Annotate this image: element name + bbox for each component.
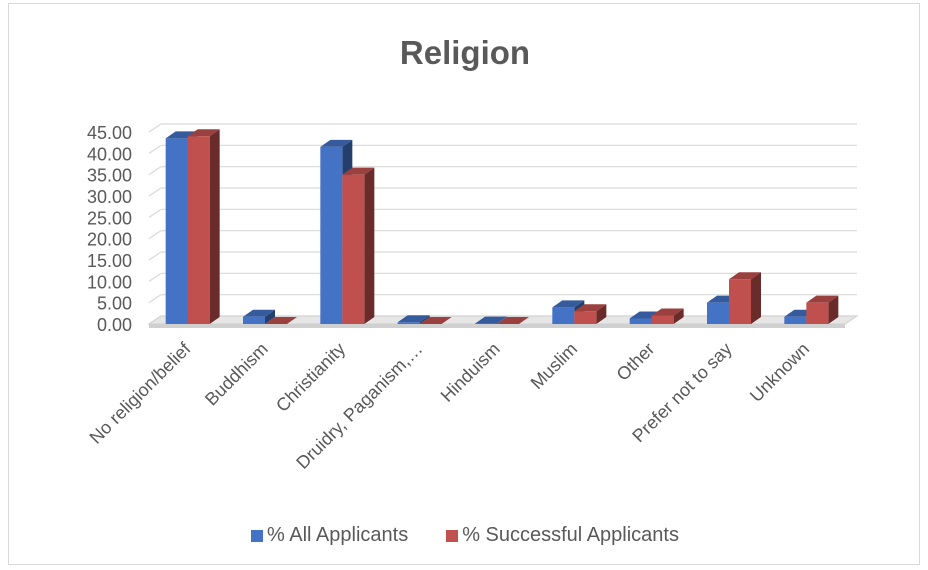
legend-label-all-applicants: % All Applicants	[267, 524, 409, 546]
chart-floor-edge	[149, 324, 845, 328]
bar-prefer-not-to-say-all	[707, 302, 729, 324]
bar-top-hinduism-all	[475, 316, 507, 324]
bar-top-buddhism-successful	[265, 317, 297, 324]
y-tick-label: 20.00	[87, 230, 132, 250]
bar-buddhism-all	[243, 316, 265, 324]
y-tick-label: 15.00	[87, 251, 132, 271]
bar-side-prefer-not-to-say-successful	[751, 272, 761, 324]
y-tick-label: 30.00	[87, 187, 132, 207]
bar-top-no-religion-belief-successful	[187, 129, 220, 137]
legend-swatch-all-applicants	[251, 529, 263, 542]
y-tick-label: 0.00	[97, 315, 132, 335]
bar-side-other-successful	[673, 308, 684, 324]
x-tick-label: Buddhism	[201, 339, 272, 410]
legend-label-successful-applicants: % Successful Applicants	[462, 524, 679, 546]
bar-side-druidry-paganism-all	[419, 315, 430, 324]
bar-top-hinduism-successful	[497, 317, 529, 324]
bar-top-druidry-paganism-successful	[419, 317, 452, 324]
bar-top-christianity-successful	[342, 167, 375, 175]
y-tick-label: 35.00	[87, 166, 132, 186]
bar-top-muslim-all	[552, 300, 585, 308]
legend-item-successful-applicants: % Successful Applicants	[446, 524, 679, 547]
x-tick-label: No religion/belief	[86, 338, 196, 448]
bar-other-successful	[651, 315, 674, 324]
legend-item-all-applicants: % All Applicants	[251, 524, 408, 547]
chart-plot: 0.005.0010.0015.0020.0025.0030.0035.0040…	[86, 123, 859, 473]
bar-christianity-all	[320, 146, 343, 324]
bar-top-prefer-not-to-say-successful	[729, 272, 761, 280]
y-tick-label: 10.00	[87, 272, 132, 292]
chart-area: 0.00 5.00 10.00 15.00 20.00 25.00 30.00 35.00 40…	[8, 3, 920, 565]
gridline-side	[148, 187, 162, 197]
gridline-side	[148, 123, 162, 133]
x-tick-label: Druidry, Paganism,…	[292, 339, 426, 473]
y-tick-label: 25.00	[87, 208, 132, 228]
bar-prefer-not-to-say-successful	[729, 279, 751, 324]
bar-muslim-all	[552, 307, 575, 324]
bar-no-religion-belief-all	[165, 138, 188, 324]
bar-top-druidry-paganism-all	[397, 315, 430, 323]
bar-side-unknown-successful	[828, 295, 839, 324]
bar-other-all	[629, 318, 652, 324]
bar-no-religion-belief-successful	[187, 136, 210, 324]
x-tick-label: Hinduism	[437, 339, 504, 406]
bar-muslim-successful	[574, 311, 597, 324]
bar-christianity-successful	[342, 174, 365, 324]
gridline-side	[148, 272, 162, 282]
legend-swatch-successful-applicants	[446, 529, 459, 542]
bar-side-buddhism-all	[265, 309, 275, 324]
bar-unknown-successful	[806, 302, 829, 324]
bar-unknown-all	[784, 316, 807, 324]
y-tick-label: 40.00	[87, 144, 132, 164]
bar-druidry-paganism-all	[397, 322, 420, 324]
gridline-side	[148, 230, 162, 240]
x-tick-label: Muslim	[527, 339, 581, 393]
x-tick-label: Other	[613, 339, 659, 385]
bar-side-no-religion-belief-successful	[209, 129, 220, 324]
y-tick-label: 45.00	[87, 123, 132, 143]
bar-side-christianity-successful	[364, 167, 375, 324]
bar-side-muslim-successful	[596, 304, 607, 324]
bar-side-hinduism-all	[497, 316, 507, 324]
bar-top-unknown-successful	[806, 295, 839, 303]
y-tick-label: 5.00	[97, 294, 132, 314]
chart-legend: % All Applicants % Successful Applicants	[9, 524, 921, 547]
bar-top-christianity-all	[320, 139, 353, 147]
bar-top-other-successful	[651, 308, 684, 316]
gridline-side	[148, 294, 162, 304]
gridline-side	[148, 251, 162, 261]
gridline-side	[148, 144, 162, 154]
chart-title: Religion	[399, 34, 531, 71]
bar-top-muslim-successful	[574, 304, 607, 312]
x-tick-label: Unknown	[746, 339, 813, 406]
x-tick-label: Christianity	[272, 339, 349, 416]
gridline-side	[148, 166, 162, 176]
gridline-side	[148, 208, 162, 218]
bar-top-buddhism-all	[243, 309, 275, 317]
